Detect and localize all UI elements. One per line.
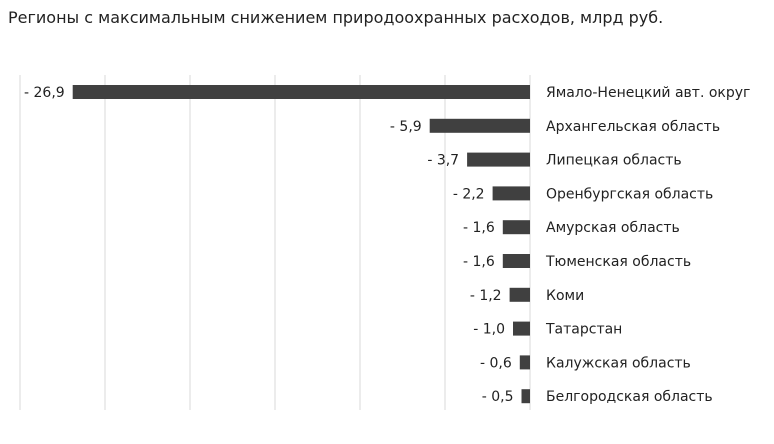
gridlines [19,75,531,410]
category-label: Амурская область [546,220,680,236]
value-label: - 0,6 [480,355,512,371]
category-labels: Ямало-Ненецкий авт. округ Архангельская о… [545,85,750,405]
category-label: Липецкая область [546,153,682,169]
bar [467,152,530,167]
bar [492,186,530,201]
category-label: Калужская область [546,355,691,371]
value-label: - 5,9 [390,119,422,135]
value-label: - 1,6 [463,254,495,270]
value-label: - 1,6 [463,220,495,236]
value-label: - 3,7 [427,153,459,169]
category-label: Тюменская область [545,254,691,270]
value-label: - 26,9 [24,85,65,101]
value-labels: - 26,9 - 5,9 - 3,7 - 2,2 - 1,6 - 1,6 - 1,2 - 1,… [24,85,513,405]
value-label: - 2,2 [453,186,485,202]
value-label: - 1,0 [473,322,505,338]
value-label: - 1,2 [470,288,502,304]
category-label: Архангельская область [546,119,720,135]
bar [519,355,530,370]
category-label: Оренбургская область [546,186,713,202]
bar [513,321,530,336]
bar [429,118,530,133]
bar [72,85,530,99]
category-label: Татарстан [545,322,622,338]
bar [521,389,530,404]
category-label: Коми [546,288,584,304]
category-label: Ямало-Ненецкий авт. округ [546,85,750,101]
value-label: - 0,5 [482,389,514,405]
bar [502,220,530,235]
bar [502,254,530,268]
bar [509,287,530,302]
bars [72,85,530,404]
category-label: Белгородская область [546,389,713,405]
chart-title: Регионы с максимальным снижением природо… [8,8,664,27]
